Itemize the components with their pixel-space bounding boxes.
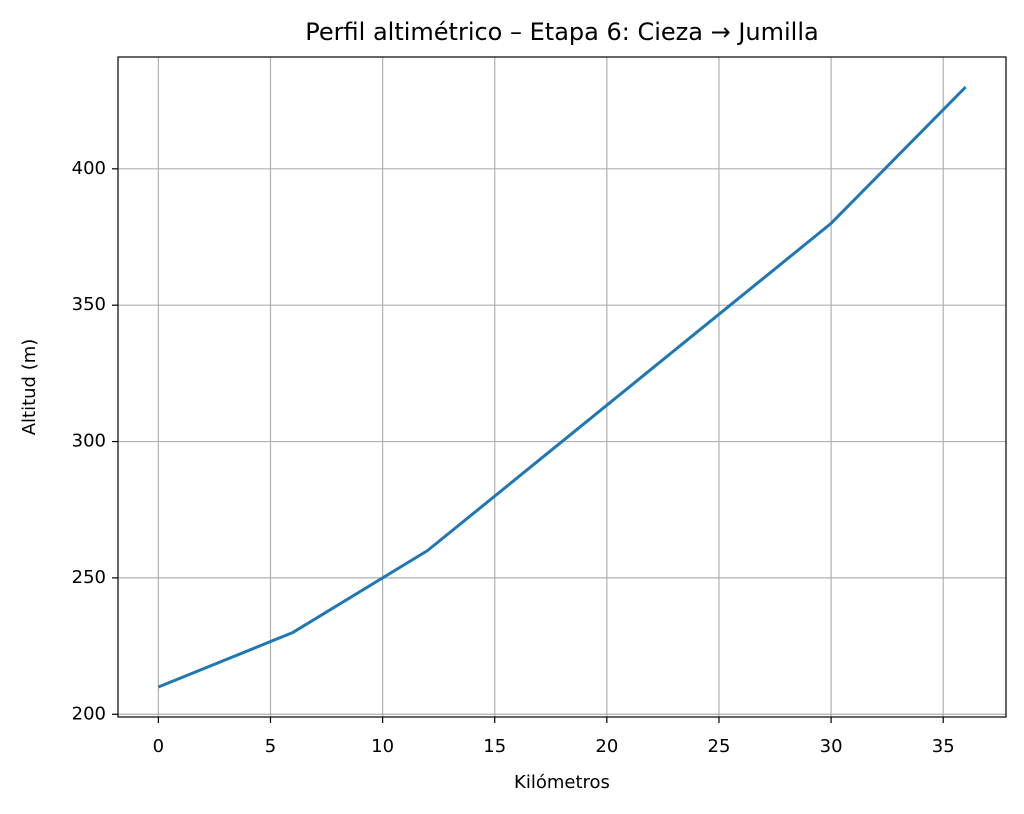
x-tick-label: 10 xyxy=(371,736,394,757)
y-tick-label: 350 xyxy=(72,294,106,315)
y-axis-label: Altitud (m) xyxy=(19,339,40,436)
y-tick-label: 250 xyxy=(72,567,106,588)
x-tick-label: 25 xyxy=(708,736,731,757)
y-tick-label: 200 xyxy=(72,703,106,724)
data-line xyxy=(157,85,967,689)
plot-frame xyxy=(117,56,1007,718)
chart-title: Perfil altimétrico – Etapa 6: Cieza → Ju… xyxy=(305,18,818,46)
x-tick-label: 35 xyxy=(932,736,955,757)
x-tick-label: 30 xyxy=(820,736,843,757)
x-axis-label: Kilómetros xyxy=(514,772,610,793)
x-tick-label: 0 xyxy=(153,736,164,757)
x-tick-label: 5 xyxy=(265,736,276,757)
y-tick-label: 400 xyxy=(72,158,106,179)
y-tick-label: 300 xyxy=(72,431,106,452)
x-tick-label: 15 xyxy=(483,736,506,757)
x-tick-label: 20 xyxy=(595,736,618,757)
